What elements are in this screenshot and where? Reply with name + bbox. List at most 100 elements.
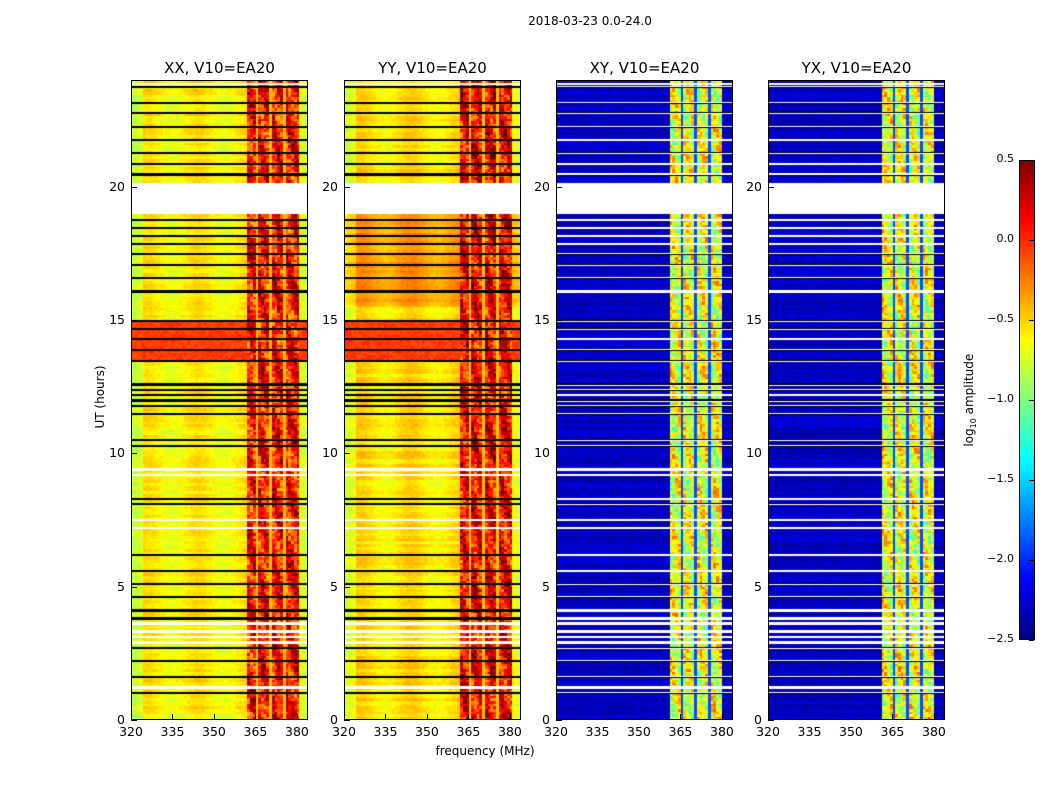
colorbar-tick-label: 0.0: [996, 232, 1015, 245]
y-axis-label: UT (hours): [93, 365, 107, 429]
x-tick: [768, 714, 769, 720]
y-tick: [344, 720, 350, 721]
heatmap-image: [345, 81, 520, 719]
x-tick: [385, 714, 387, 720]
heatmap-panel: [556, 80, 733, 720]
x-tick: [255, 714, 257, 720]
y-tick-label: 5: [542, 578, 550, 594]
y-tick: [768, 453, 774, 455]
colorbar-tick: [1029, 240, 1034, 241]
heatmap-panel: [344, 80, 521, 720]
x-tick-label: 380: [922, 724, 946, 739]
y-tick-label: 20: [746, 178, 762, 194]
x-tick-label: 350: [202, 724, 226, 739]
x-tick: [850, 714, 852, 720]
colorbar-tick-label: −0.5: [987, 312, 1014, 325]
y-tick: [556, 720, 562, 721]
x-tick-label: 320: [544, 724, 568, 739]
panel-title: XY, V10=EA20: [589, 59, 700, 77]
x-tick: [933, 714, 935, 720]
y-tick-label: 0: [117, 712, 125, 727]
figure-title: 2018-03-23 0.0-24.0: [528, 14, 652, 28]
x-tick-label: 350: [627, 724, 651, 739]
x-tick-label: 350: [415, 724, 439, 739]
y-tick-label: 20: [322, 178, 338, 194]
x-tick-label: 335: [585, 724, 610, 739]
x-tick: [296, 714, 298, 720]
y-tick: [768, 186, 774, 188]
x-tick: [509, 714, 511, 720]
x-tick: [892, 714, 894, 720]
heatmap-panel: [768, 80, 945, 720]
x-tick-label: 365: [880, 724, 905, 739]
colorbar-tick: [1029, 160, 1034, 161]
panel-title: YX, V10=EA20: [801, 59, 912, 77]
x-tick: [597, 714, 599, 720]
y-tick-label: 5: [330, 578, 338, 594]
x-tick-label: 380: [498, 724, 522, 739]
y-tick-label: 0: [330, 712, 338, 727]
colorbar-tick-label: −2.0: [987, 552, 1014, 565]
x-tick-label: 320: [119, 724, 143, 739]
panel-title: XX, V10=EA20: [164, 59, 275, 77]
colorbar-label: log10 amplitude: [961, 353, 979, 447]
x-tick-label: 320: [332, 724, 356, 739]
y-tick-label: 15: [534, 312, 550, 327]
y-tick-label: 10: [109, 445, 125, 461]
y-tick: [344, 586, 350, 588]
x-tick-label: 365: [243, 724, 268, 739]
colorbar-tick: [1029, 640, 1034, 641]
heatmap-image: [769, 81, 944, 719]
y-tick-label: 10: [322, 445, 338, 461]
x-tick-label: 380: [285, 724, 309, 739]
x-tick: [556, 714, 557, 720]
y-tick: [344, 320, 350, 321]
x-tick: [344, 714, 345, 720]
colorbar-tick-label: −2.5: [987, 632, 1014, 645]
y-tick-label: 20: [534, 178, 550, 194]
x-tick: [638, 714, 640, 720]
x-tick: [721, 714, 723, 720]
x-tick-label: 320: [756, 724, 780, 739]
y-tick-label: 10: [746, 445, 762, 461]
y-tick: [344, 186, 350, 188]
y-tick-label: 5: [754, 578, 762, 594]
y-tick-label: 20: [109, 178, 125, 194]
y-tick-label: 15: [746, 312, 762, 327]
x-tick-label: 365: [456, 724, 481, 739]
x-tick: [468, 714, 470, 720]
y-tick-label: 15: [322, 312, 338, 327]
x-tick-label: 335: [160, 724, 185, 739]
y-tick: [768, 720, 774, 721]
y-tick: [556, 186, 562, 188]
heatmap-image: [132, 81, 307, 719]
colorbar-tick-label: −1.0: [987, 392, 1014, 405]
y-tick: [556, 453, 562, 455]
x-tick-label: 335: [373, 724, 398, 739]
y-tick: [556, 586, 562, 588]
y-tick-label: 15: [109, 312, 125, 327]
x-tick: [172, 714, 174, 720]
y-tick-label: 0: [542, 712, 550, 727]
heatmap-panel: [131, 80, 308, 720]
y-tick-label: 10: [534, 445, 550, 461]
colorbar-tick: [1029, 480, 1034, 481]
x-tick-label: 335: [797, 724, 822, 739]
y-tick-label: 5: [117, 578, 125, 594]
y-tick: [768, 320, 774, 321]
colorbar-tick-label: 0.5: [996, 152, 1015, 165]
x-tick: [426, 714, 428, 720]
colorbar-tick: [1029, 320, 1034, 321]
x-tick: [213, 714, 215, 720]
y-tick: [131, 320, 137, 321]
y-tick: [344, 453, 350, 455]
colorbar-tick-label: −1.5: [987, 472, 1014, 485]
x-axis-label: frequency (MHz): [435, 744, 535, 758]
y-tick: [131, 186, 137, 188]
x-tick: [809, 714, 811, 720]
x-tick: [680, 714, 682, 720]
x-tick: [131, 714, 132, 720]
x-tick-label: 350: [839, 724, 863, 739]
y-tick: [131, 720, 137, 721]
x-tick-label: 365: [668, 724, 693, 739]
